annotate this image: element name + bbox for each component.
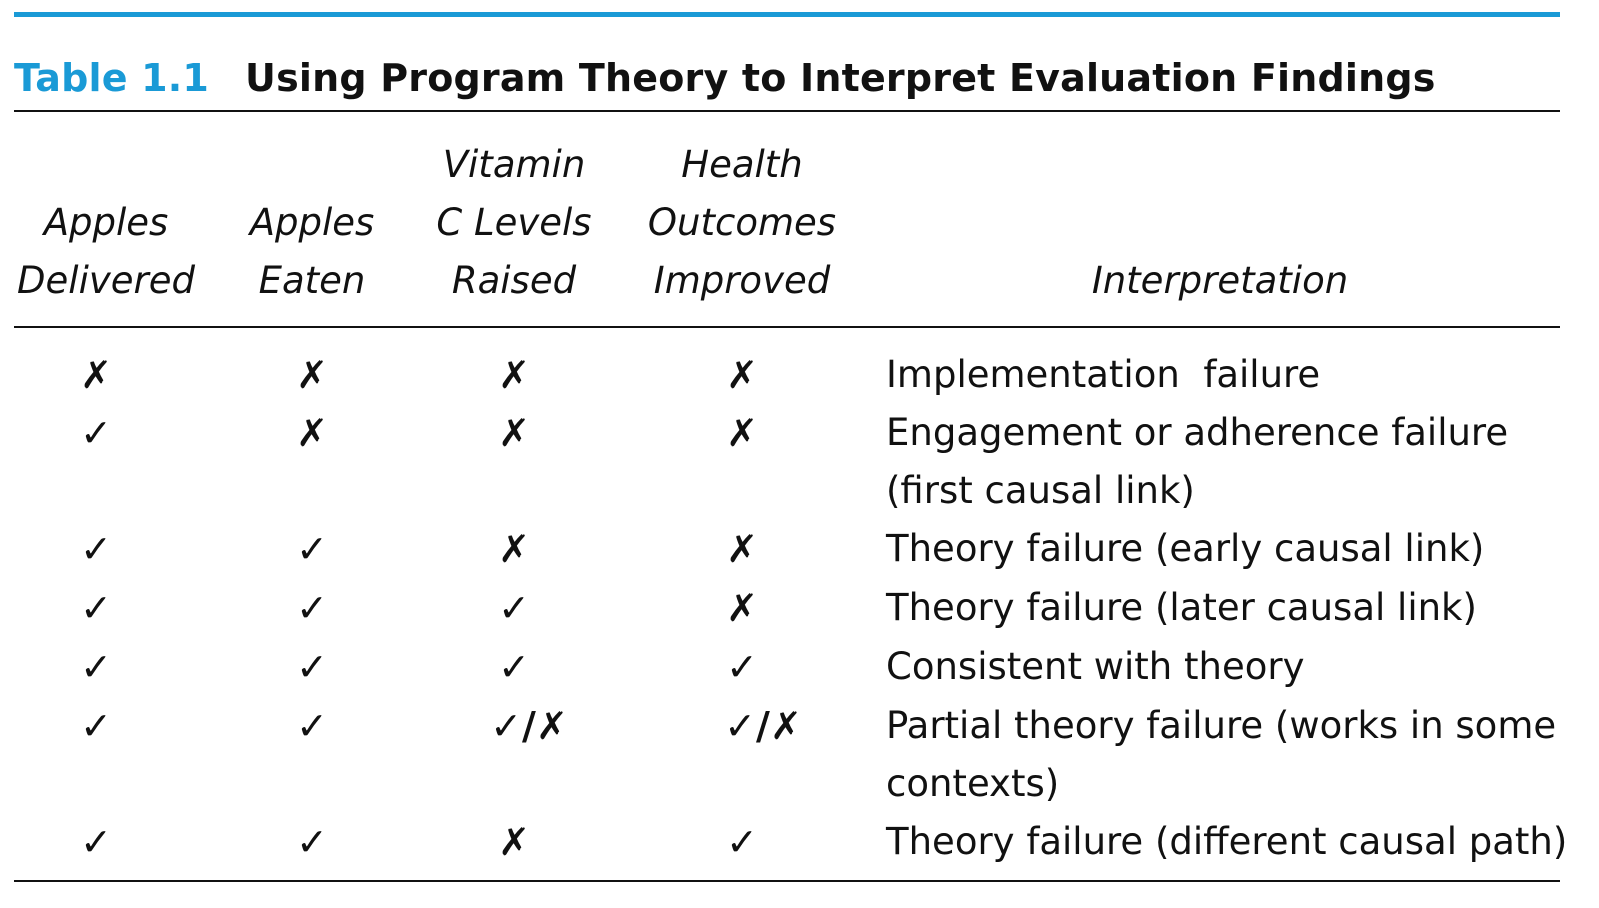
cell-apples-delivered: ✓ xyxy=(80,820,112,864)
cell-apples-delivered: ✓ xyxy=(80,411,112,455)
cell-health-outcomes: ✓ xyxy=(726,645,758,689)
cell-interpretation-continued: (first causal link) xyxy=(886,469,1195,512)
header-interpretation: Interpretation xyxy=(1091,259,1349,302)
cell-apples-delivered: ✓ xyxy=(80,527,112,571)
cell-apples-eaten: ✗ xyxy=(296,411,328,455)
cell-interpretation: Engagement or adherence failure xyxy=(886,411,1509,454)
cell-health-outcomes: ✗ xyxy=(726,353,758,397)
cell-interpretation: Consistent with theory xyxy=(886,645,1305,688)
cell-interpretation: Theory failure (later causal link) xyxy=(886,586,1477,629)
cell-health-outcomes: ✗ xyxy=(726,411,758,455)
top-accent-rule xyxy=(14,12,1560,17)
header-health-outcomes-improved: Health Outcomes Improved xyxy=(647,143,837,302)
table-label: Table 1.1 xyxy=(14,56,210,100)
table-title: Using Program Theory to Interpret Evalua… xyxy=(245,56,1436,100)
cell-vitamin-c: ✗ xyxy=(498,353,530,397)
cell-apples-eaten: ✓ xyxy=(296,645,328,689)
cell-vitamin-c: ✓ xyxy=(498,645,530,689)
cell-interpretation: Implementation failure xyxy=(886,353,1321,396)
cell-apples-eaten: ✓ xyxy=(296,704,328,748)
cell-vitamin-c: ✗ xyxy=(498,411,530,455)
cell-health-outcomes: ✗ xyxy=(726,527,758,571)
header-apples-delivered: Apples Delivered xyxy=(17,201,195,302)
header-vitamin-c-levels-raised: Vitamin C Levels Raised xyxy=(436,143,592,302)
cell-vitamin-c: ✓/✗ xyxy=(490,704,568,748)
header-rule xyxy=(14,326,1560,328)
caption-rule xyxy=(14,110,1560,112)
cell-apples-delivered: ✓ xyxy=(80,586,112,630)
table-caption: Table 1.1 Using Program Theory to Interpr… xyxy=(14,56,1436,100)
cell-apples-eaten: ✓ xyxy=(296,820,328,864)
cell-health-outcomes: ✓/✗ xyxy=(724,704,802,748)
cell-apples-eaten: ✓ xyxy=(296,586,328,630)
cell-health-outcomes: ✗ xyxy=(726,586,758,630)
cell-health-outcomes: ✓ xyxy=(726,820,758,864)
bottom-rule xyxy=(14,880,1560,882)
cell-apples-delivered: ✓ xyxy=(80,645,112,689)
cell-interpretation: Theory failure (different causal path) xyxy=(886,820,1568,863)
cell-vitamin-c: ✗ xyxy=(498,527,530,571)
cell-apples-delivered: ✗ xyxy=(80,353,112,397)
cell-apples-eaten: ✗ xyxy=(296,353,328,397)
cell-apples-delivered: ✓ xyxy=(80,704,112,748)
cell-interpretation: Partial theory failure (works in some xyxy=(886,704,1557,747)
cell-vitamin-c: ✓ xyxy=(498,586,530,630)
cell-vitamin-c: ✗ xyxy=(498,820,530,864)
cell-apples-eaten: ✓ xyxy=(296,527,328,571)
header-apples-eaten: Apples Eaten xyxy=(249,201,375,302)
cell-interpretation: Theory failure (early causal link) xyxy=(886,527,1485,570)
cell-interpretation-continued: contexts) xyxy=(886,762,1060,805)
